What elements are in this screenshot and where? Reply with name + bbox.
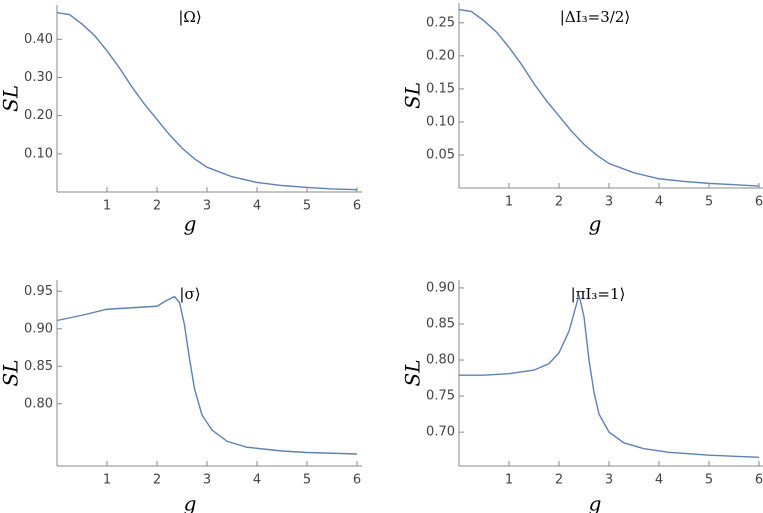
x-tick-label: 5 — [705, 195, 713, 210]
data-line — [56, 295, 358, 455]
x-tick-label: 1 — [505, 195, 513, 210]
x-axis-label: g — [589, 492, 602, 513]
y-tick-label: 0.70 — [426, 425, 455, 440]
x-tick-label: 4 — [655, 195, 663, 210]
y-tick-label: 0.80 — [426, 353, 455, 368]
y-axis-label: SL — [401, 82, 425, 109]
x-axis-label: g — [589, 212, 602, 236]
x-tick-label: 5 — [705, 473, 713, 488]
data-line — [56, 11, 358, 191]
y-tick-label: 0.95 — [24, 284, 53, 299]
y-tick-label: 0.40 — [24, 32, 53, 47]
y-tick-label: 0.20 — [24, 108, 53, 123]
y-tick-label: 0.85 — [24, 359, 53, 374]
x-tick-label: 3 — [605, 473, 613, 488]
panel-title: |ΔI₃=3/2⟩ — [560, 8, 630, 26]
x-tick-label: 6 — [755, 473, 763, 488]
x-tick-label: 1 — [103, 199, 111, 214]
data-line — [459, 294, 760, 459]
x-tick-label: 3 — [203, 473, 211, 488]
x-tick-label: 6 — [353, 199, 361, 214]
panel-title: |Ω⟩ — [178, 8, 201, 26]
x-tick-label: 5 — [303, 473, 311, 488]
y-tick-label: 0.10 — [426, 114, 455, 129]
panel-title: |πI₃=1⟩ — [571, 285, 626, 303]
x-tick-label: 4 — [253, 473, 261, 488]
x-tick-label: 2 — [153, 473, 161, 488]
x-tick-label: 1 — [103, 473, 111, 488]
y-tick-label: 0.20 — [426, 48, 455, 63]
x-tick-label: 2 — [555, 195, 563, 210]
x-tick-label: 3 — [605, 195, 613, 210]
y-axis-label: SL — [401, 360, 425, 387]
x-tick-label: 6 — [755, 195, 763, 210]
x-tick-label: 2 — [555, 473, 563, 488]
y-tick-label: 0.10 — [24, 146, 53, 161]
x-axis-label: g — [184, 492, 197, 513]
y-tick-label: 0.90 — [24, 321, 53, 336]
y-axis-label: SL — [0, 85, 23, 112]
x-tick-label: 3 — [203, 199, 211, 214]
x-tick-label: 1 — [505, 473, 513, 488]
y-tick-label: 0.30 — [24, 70, 53, 85]
data-line — [458, 8, 760, 187]
y-tick-label: 0.05 — [426, 147, 455, 162]
y-tick-label: 0.80 — [24, 396, 53, 411]
x-tick-label: 6 — [353, 473, 361, 488]
x-tick-label: 5 — [303, 199, 311, 214]
panel-title: |σ⟩ — [179, 285, 200, 303]
x-tick-label: 4 — [253, 199, 261, 214]
y-tick-label: 0.90 — [426, 280, 455, 295]
x-tick-label: 2 — [153, 199, 161, 214]
x-axis-label: g — [184, 212, 197, 236]
x-tick-label: 4 — [655, 473, 663, 488]
y-axis-label: SL — [0, 360, 23, 387]
y-tick-label: 0.85 — [426, 316, 455, 331]
y-tick-label: 0.75 — [426, 389, 455, 404]
y-tick-label: 0.25 — [426, 15, 455, 30]
y-tick-label: 0.15 — [426, 81, 455, 96]
